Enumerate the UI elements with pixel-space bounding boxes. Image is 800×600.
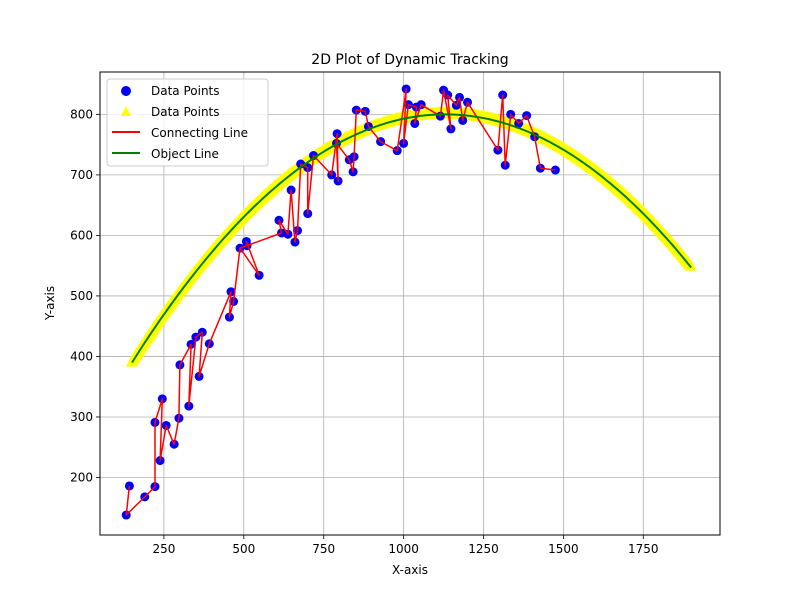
data-point [550, 165, 560, 175]
data-point [124, 481, 134, 491]
y-tick-label: 300 [70, 410, 93, 424]
x-tick-label: 750 [312, 542, 335, 556]
x-tick-label: 1000 [388, 542, 419, 556]
legend-label-2: Connecting Line [151, 126, 248, 140]
y-tick-label: 500 [70, 289, 93, 303]
y-axis-label: Y-axis [43, 286, 57, 321]
x-tick-label: 1500 [548, 542, 579, 556]
x-tick-label: 1750 [628, 542, 659, 556]
legend-label-0: Data Points [151, 84, 220, 98]
y-ticks: 200 300 400 500 600 700 800 [70, 107, 100, 485]
y-tick-label: 600 [70, 228, 93, 242]
x-tick-label: 250 [152, 542, 175, 556]
x-axis-label: X-axis [392, 563, 428, 577]
y-tick-label: 200 [70, 471, 93, 485]
legend-marker-triangle [121, 106, 131, 116]
series-layer [121, 84, 697, 520]
y-tick-label: 400 [70, 349, 93, 363]
x-ticks: 250 500 750 1000 1250 1500 1750 [152, 535, 659, 556]
true-path-marker [684, 258, 697, 271]
chart-title: 2D Plot of Dynamic Tracking [311, 52, 508, 68]
legend: Data Points Data Points Connecting Line … [106, 78, 269, 167]
y-tick-label: 700 [70, 168, 93, 182]
x-tick-label: 500 [232, 542, 255, 556]
y-tick-label: 800 [70, 107, 93, 121]
plot-frame [99, 71, 721, 536]
legend-label-3: Object Line [151, 147, 219, 161]
object-line [131, 113, 692, 364]
legend-marker-circle [121, 86, 131, 96]
connecting-line [125, 88, 556, 516]
legend-label-1: Data Points [151, 105, 220, 119]
x-tick-label: 1250 [468, 542, 499, 556]
legend-box [106, 78, 269, 167]
